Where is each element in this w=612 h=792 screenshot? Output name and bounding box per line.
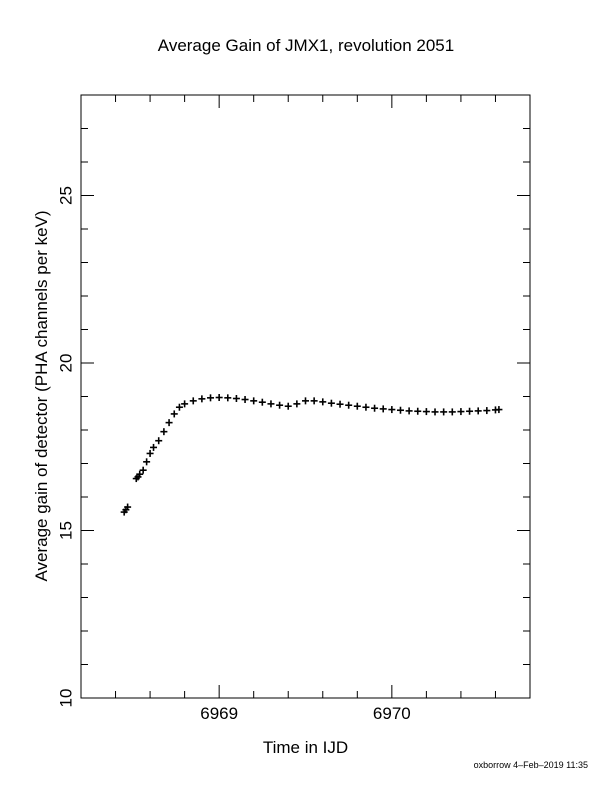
data-points <box>120 394 503 516</box>
data-point <box>258 398 266 406</box>
data-point <box>284 402 292 410</box>
data-point <box>431 408 439 416</box>
data-point <box>146 449 154 457</box>
data-point <box>139 466 147 474</box>
data-point <box>483 407 491 415</box>
data-point <box>310 397 318 405</box>
data-point <box>155 437 163 445</box>
y-tick-label: 15 <box>56 521 75 540</box>
data-point <box>170 410 178 418</box>
data-point <box>414 407 422 415</box>
data-point <box>276 401 284 409</box>
data-point <box>466 407 474 415</box>
data-point <box>232 395 240 403</box>
data-point <box>181 400 189 408</box>
data-point <box>457 408 465 416</box>
data-point <box>207 394 215 402</box>
data-point <box>345 401 353 409</box>
x-axis-label: Time in IJD <box>262 738 349 757</box>
data-point <box>396 406 404 414</box>
data-point <box>319 398 327 406</box>
plot-frame <box>80 94 531 699</box>
y-axis-label: Average gain of detector (PHA channels p… <box>32 210 51 582</box>
data-point <box>302 397 309 405</box>
data-point <box>495 406 503 414</box>
y-tick-label: 25 <box>56 186 75 205</box>
data-point <box>150 443 158 451</box>
data-point <box>422 408 430 416</box>
data-point <box>405 407 413 415</box>
tick-marks <box>81 95 530 699</box>
data-point <box>198 395 206 403</box>
x-tick-label: 6969 <box>200 704 238 723</box>
data-point <box>175 403 183 411</box>
data-point <box>379 405 387 413</box>
data-point <box>388 406 396 414</box>
chart-title: Average Gain of JMX1, revolution 2051 <box>157 36 455 55</box>
data-point <box>371 404 379 412</box>
data-point <box>440 408 448 416</box>
data-point <box>241 396 249 404</box>
tick-labels: 6969 6970 10 15 20 25 <box>56 186 410 723</box>
data-point <box>327 399 335 407</box>
data-point <box>267 400 275 408</box>
footer-timestamp: oxborrow 4–Feb–2019 11:35 <box>473 760 588 770</box>
data-point <box>165 419 173 427</box>
data-point <box>160 428 168 436</box>
x-tick-label: 6970 <box>373 704 411 723</box>
data-point <box>353 402 361 410</box>
data-point <box>189 397 197 405</box>
data-point <box>215 394 223 402</box>
y-tick-label: 10 <box>56 689 75 708</box>
data-point <box>124 503 132 511</box>
data-point <box>362 403 370 411</box>
data-point <box>448 408 456 416</box>
data-point <box>250 397 258 405</box>
data-point <box>474 407 482 415</box>
data-point <box>336 400 344 408</box>
data-point <box>136 470 144 478</box>
data-point <box>293 400 301 408</box>
y-tick-label: 20 <box>56 354 75 373</box>
data-point <box>143 458 151 466</box>
data-point <box>224 394 232 402</box>
